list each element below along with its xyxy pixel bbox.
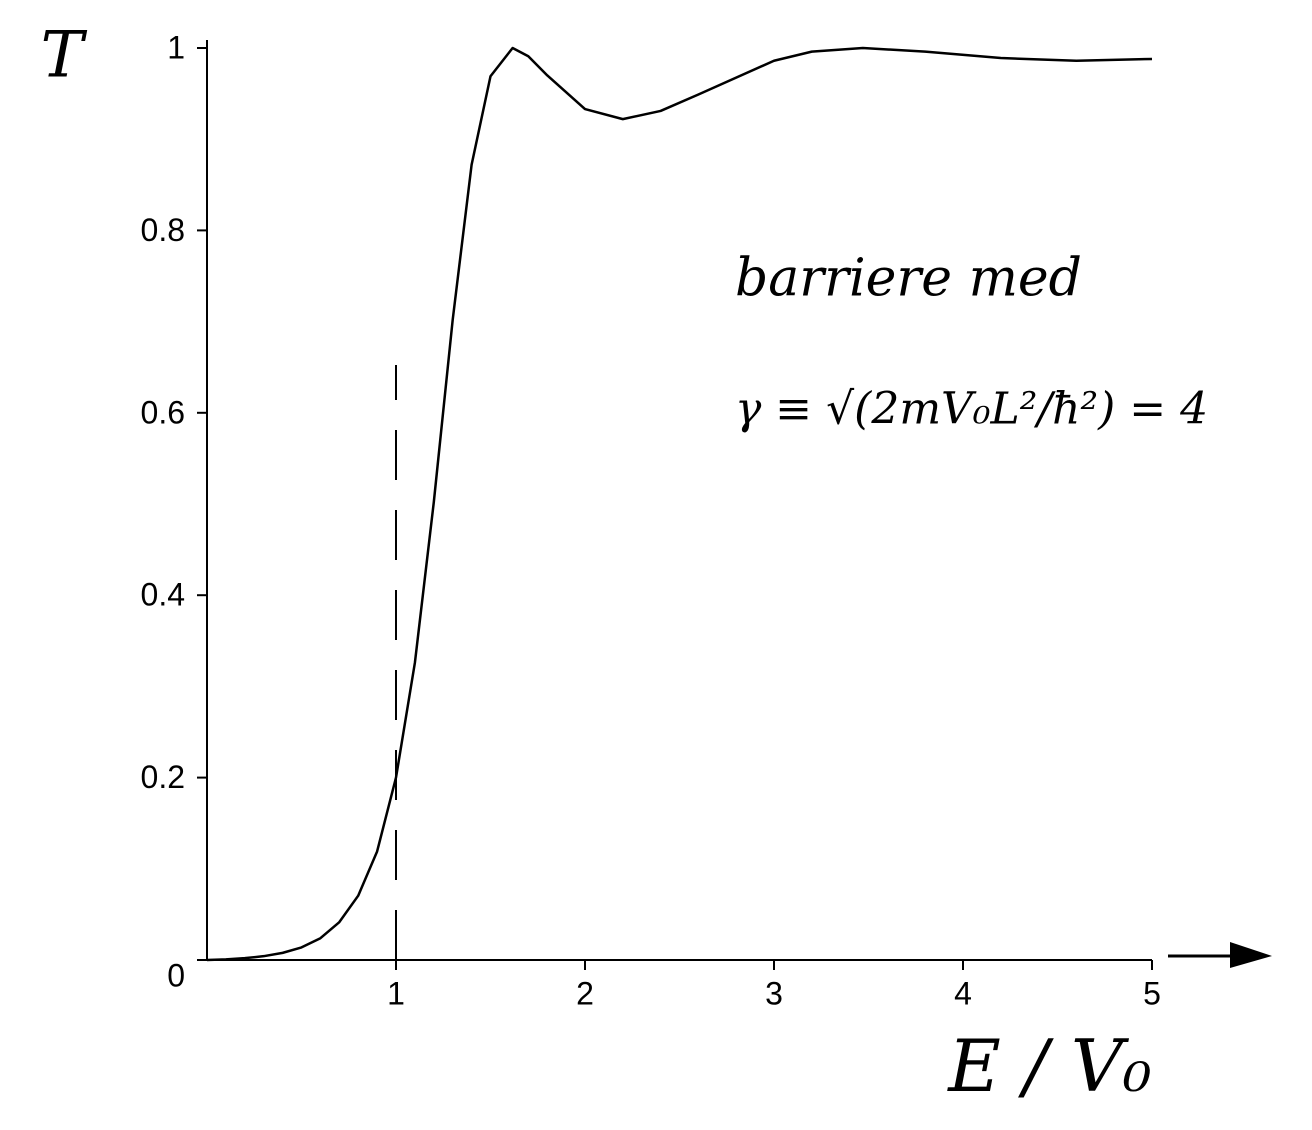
x-tick-label: 4 (954, 975, 972, 1011)
y-tick-label: 0 (167, 957, 185, 993)
y-tick-label: 0.4 (141, 577, 185, 613)
y-axis-label: T (41, 19, 88, 93)
y-tick-label: 0.2 (141, 759, 185, 795)
y-tick-label: 0.8 (141, 212, 185, 248)
x-tick-label: 3 (765, 975, 783, 1011)
annotation: γ ≡ √(2mV₀L²/ħ²) = 4 (735, 384, 1208, 435)
axis-arrow-head (1230, 942, 1272, 968)
y-tick-label: 0.6 (141, 394, 185, 430)
y-tick-label: 1 (167, 29, 185, 65)
x-tick-label: 2 (576, 975, 594, 1011)
x-axis-label: E / V₀ (946, 1024, 1151, 1108)
curve (206, 46, 1153, 962)
annotation: barriere med (735, 249, 1082, 309)
x-tick-label: 5 (1143, 975, 1161, 1011)
x-tick-label: 1 (387, 975, 405, 1011)
